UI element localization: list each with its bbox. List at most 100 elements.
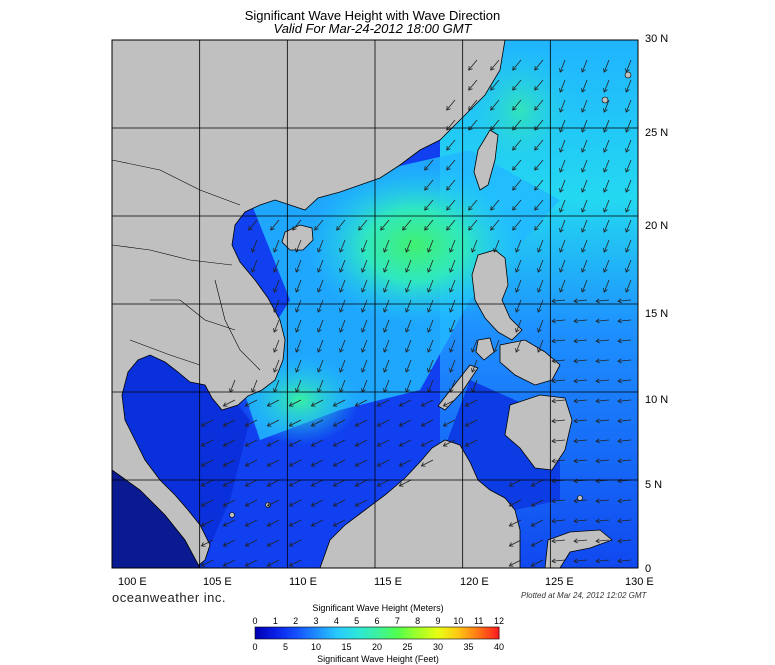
wave-arrow-head (317, 288, 322, 293)
colorbar-swatch (419, 627, 422, 639)
colorbar-swatch (357, 627, 360, 639)
wave-arrow-head (266, 562, 272, 567)
wave-arrow-head (468, 205, 473, 211)
wave-arrow-shaft (223, 459, 236, 467)
wave-arrow-head (295, 248, 300, 253)
wave-arrow-head (603, 88, 608, 93)
wave-arrow-shaft (531, 479, 544, 487)
colorbar-swatch (287, 627, 290, 639)
wave-arrow-head (424, 225, 429, 231)
wave-arrow-head (266, 502, 272, 507)
wave-arrow-shaft (552, 359, 566, 362)
wave-arrow-head (468, 85, 473, 91)
colorbar-swatch (429, 627, 432, 639)
wave-arrow-shaft (515, 279, 522, 293)
wave-arrow-head (551, 418, 556, 424)
wave-arrow-head (317, 248, 322, 253)
colorbar-meter-tick: 4 (333, 616, 339, 626)
colorbar-feet-tick: 0 (252, 642, 258, 652)
wave-arrow-head (512, 165, 517, 171)
wave-arrow-shaft (559, 199, 566, 213)
wave-arrow-shaft (493, 239, 500, 253)
colorbar-swatch (377, 627, 380, 639)
wave-arrow-shaft (581, 139, 588, 153)
wave-arrow-shaft (273, 259, 280, 273)
wave-arrow-shaft (273, 299, 280, 313)
wave-arrow-shaft (596, 399, 610, 402)
wave-arrow-shaft (201, 479, 214, 487)
wave-arrow-head (625, 168, 630, 173)
wave-arrow-shaft (273, 359, 280, 373)
wave-arrow-head (358, 225, 363, 231)
wave-arrow-head (573, 518, 578, 524)
wave-arrow-shaft (245, 519, 258, 527)
wave-arrow-shaft (245, 459, 258, 467)
wave-arrow-head (490, 105, 495, 111)
wave-arrow-shaft (537, 319, 544, 333)
wave-arrow-head (446, 125, 451, 131)
wave-arrow-head (295, 368, 300, 373)
wave-arrow-head (383, 268, 388, 273)
wave-arrow-head (530, 482, 536, 487)
wave-arrow-shaft (267, 519, 280, 527)
wave-arrow-shaft (534, 179, 544, 191)
colorbar-swatch (479, 627, 482, 639)
wave-arrow-head (581, 168, 586, 173)
wave-arrow-head (354, 402, 360, 407)
wave-arrow-shaft (289, 499, 302, 507)
wave-arrow-head (317, 328, 322, 333)
wave-arrow-shaft (509, 539, 522, 547)
wave-arrow-shaft (509, 519, 522, 527)
wave-arrow-shaft (596, 539, 610, 542)
wave-arrow-head (581, 108, 586, 113)
wave-arrow-shaft (292, 219, 302, 231)
wave-arrow-shaft (355, 479, 368, 487)
wave-arrow-shaft (596, 339, 610, 342)
wave-arrow-head (573, 358, 578, 364)
wave-arrow-shaft (339, 339, 346, 353)
brand-logo-text: oceanweather inc. (112, 590, 227, 605)
wave-arrow-shaft (596, 519, 610, 522)
colorbar-feet-tick: 20 (371, 642, 382, 652)
colorbar-swatch (425, 627, 428, 639)
colorbar-swatch (447, 627, 450, 639)
wave-arrow-head (310, 522, 316, 527)
colorbar-swatch (379, 627, 382, 639)
colorbar-swatch (317, 627, 320, 639)
wave-arrow-shaft (471, 339, 478, 353)
wave-arrow-head (442, 402, 448, 407)
wave-arrow-head (270, 225, 275, 231)
wave-arrow-shaft (405, 359, 412, 373)
wave-arrow-shaft (273, 239, 280, 253)
wave-arrow-shaft (355, 399, 368, 407)
wave-arrow-head (625, 128, 630, 133)
colorbar-swatch (373, 627, 376, 639)
wave-arrow-head (251, 268, 256, 273)
wave-arrow-shaft (618, 299, 632, 302)
wave-arrow-shaft (471, 359, 478, 373)
wave-arrow-shaft (596, 379, 610, 382)
lat-label-15: 15 N (645, 308, 669, 320)
wave-arrow-head (354, 422, 360, 427)
wave-arrow-shaft (402, 219, 412, 231)
wave-arrow-shaft (317, 279, 324, 293)
wave-arrow-head (317, 368, 322, 373)
wave-arrow-shaft (574, 539, 588, 542)
wave-arrow-head (266, 522, 272, 527)
wave-arrow-shaft (512, 179, 522, 191)
wave-arrow-head (420, 422, 426, 427)
wave-arrow-shaft (515, 299, 522, 313)
wave-arrow-head (398, 402, 404, 407)
wave-arrow-head (603, 108, 608, 113)
wave-arrow-shaft (509, 559, 522, 567)
wave-arrow-shaft (618, 459, 632, 462)
colorbar-swatch (403, 627, 406, 639)
wave-arrow-head (515, 288, 520, 293)
wave-arrow-head (295, 308, 300, 313)
wave-arrow-shaft (574, 499, 588, 502)
plotted-timestamp: Plotted at Mar 24, 2012 12:02 GMT (521, 591, 647, 600)
wave-arrow-head (581, 208, 586, 213)
wave-arrow-head (595, 338, 600, 344)
colorbar-swatch (435, 627, 438, 639)
